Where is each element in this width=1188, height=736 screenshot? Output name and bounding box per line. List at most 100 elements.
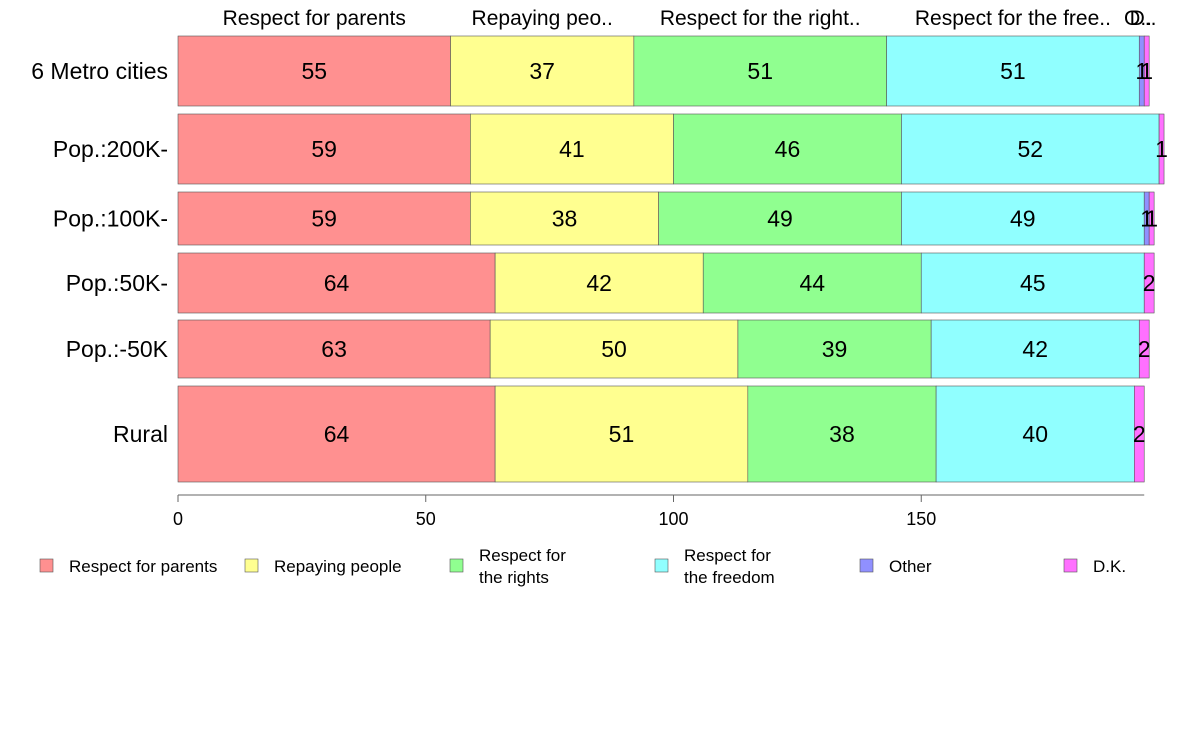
bar-segment	[920, 252, 1145, 314]
x-tick-label: 0	[173, 509, 183, 529]
data-label: 55	[301, 58, 327, 84]
top-label: D..	[1130, 7, 1157, 30]
data-label: 40	[1022, 421, 1048, 447]
data-label: 64	[324, 270, 350, 296]
legend-swatch	[244, 558, 259, 573]
legend-label: Respect for	[479, 546, 566, 565]
bar-segment	[177, 113, 471, 185]
data-label: 59	[311, 136, 337, 162]
data-label: 52	[1017, 136, 1043, 162]
data-label: 42	[586, 270, 612, 296]
top-label: Respect for parents	[223, 7, 406, 30]
row-label: Pop.:-50K	[66, 336, 169, 362]
legend-item: Repaying people	[244, 557, 402, 576]
data-label: 46	[775, 136, 801, 162]
row-label: Pop.:200K-	[53, 136, 168, 162]
bar-row: 63 50 39 42 2	[177, 319, 1151, 379]
legend-item: Respect for the rights	[449, 546, 566, 587]
data-label: 39	[822, 336, 848, 362]
top-segment-labels: Respect for parents Repaying peo.. Respect…	[223, 7, 1157, 30]
legend-swatch	[859, 558, 874, 573]
legend: Respect for parents Repaying people Respec…	[39, 546, 1126, 587]
bar-segment	[886, 35, 1140, 107]
bar-row: 64 51 38 40 2	[177, 385, 1146, 483]
data-label: 51	[747, 58, 773, 84]
row-label: Rural	[113, 421, 168, 447]
bar-segment	[470, 113, 674, 185]
row-label: Pop.:100K-	[53, 206, 168, 232]
data-label: 51	[609, 421, 635, 447]
legend-label: Respect for parents	[69, 557, 217, 576]
bar-segment	[658, 191, 902, 246]
legend-label: the rights	[479, 568, 549, 587]
legend-label: Respect for	[684, 546, 771, 565]
legend-label: Repaying people	[274, 557, 402, 576]
data-label: 42	[1022, 336, 1048, 362]
bar-segment	[177, 319, 491, 379]
top-label: O..	[1124, 7, 1152, 30]
bar-segment	[901, 113, 1160, 185]
legend-label: the freedom	[684, 568, 775, 587]
bar-segment	[177, 385, 496, 483]
legend-item: Respect for parents	[39, 557, 217, 576]
legend-swatch	[654, 558, 669, 573]
data-label: 38	[829, 421, 855, 447]
legend-item: D.K.	[1063, 557, 1126, 576]
data-label: 51	[1000, 58, 1026, 84]
bar-row: 59 41 46 52 1	[177, 113, 1168, 185]
data-label: 1	[1155, 136, 1168, 162]
legend-label: D.K.	[1093, 557, 1126, 576]
data-label: 2	[1143, 270, 1156, 296]
bar-segment	[1138, 319, 1150, 379]
data-label: 41	[559, 136, 585, 162]
bar-segment	[737, 319, 932, 379]
data-label: 50	[601, 336, 627, 362]
legend-swatch	[449, 558, 464, 573]
bar-segment	[450, 35, 635, 107]
data-label: 49	[767, 206, 793, 232]
bar-segment	[901, 191, 1145, 246]
bar-segment	[1143, 35, 1150, 107]
data-label: 38	[552, 206, 578, 232]
legend-swatch	[39, 558, 54, 573]
data-label: 59	[311, 206, 337, 232]
data-label: 63	[321, 336, 347, 362]
bar-segment	[702, 252, 922, 314]
data-label: 64	[324, 421, 350, 447]
bar-segment	[1148, 191, 1155, 246]
x-tick-label: 50	[416, 509, 436, 529]
legend-swatch	[1063, 558, 1078, 573]
data-label: 1	[1140, 58, 1153, 84]
bar-segment	[177, 191, 471, 246]
top-label: Repaying peo..	[472, 7, 613, 30]
legend-label: Other	[889, 557, 932, 576]
top-label: Respect for the right..	[660, 7, 861, 30]
bar-segment	[470, 191, 659, 246]
bar-row: 55 37 51 51 11	[177, 35, 1153, 107]
bar-segment	[1143, 252, 1155, 314]
bar-segment	[494, 252, 704, 314]
data-label: 45	[1020, 270, 1046, 296]
bar-segment	[489, 319, 739, 379]
x-tick-label: 100	[658, 509, 688, 529]
data-label: 1	[1145, 206, 1158, 232]
top-label: Respect for the free..	[915, 7, 1111, 30]
row-label: Pop.:50K-	[66, 270, 168, 296]
x-tick-label: 150	[906, 509, 936, 529]
bar-row: 59 38 49 49 11	[177, 191, 1158, 246]
bar-row: 64 42 44 45 2	[177, 252, 1156, 314]
legend-item: Respect for the freedom	[654, 546, 775, 587]
data-label: 2	[1133, 421, 1146, 447]
data-label: 37	[529, 58, 555, 84]
row-label: 6 Metro cities	[31, 58, 168, 84]
bar-segment	[494, 385, 749, 483]
data-label: 44	[799, 270, 825, 296]
row-labels: 6 Metro cities Pop.:200K- Pop.:100K- Pop.:5…	[31, 58, 168, 447]
data-label: 49	[1010, 206, 1036, 232]
legend-item: Other	[859, 557, 932, 576]
bar-segment	[747, 385, 937, 483]
bar-segment	[177, 252, 496, 314]
data-label: 2	[1138, 336, 1151, 362]
